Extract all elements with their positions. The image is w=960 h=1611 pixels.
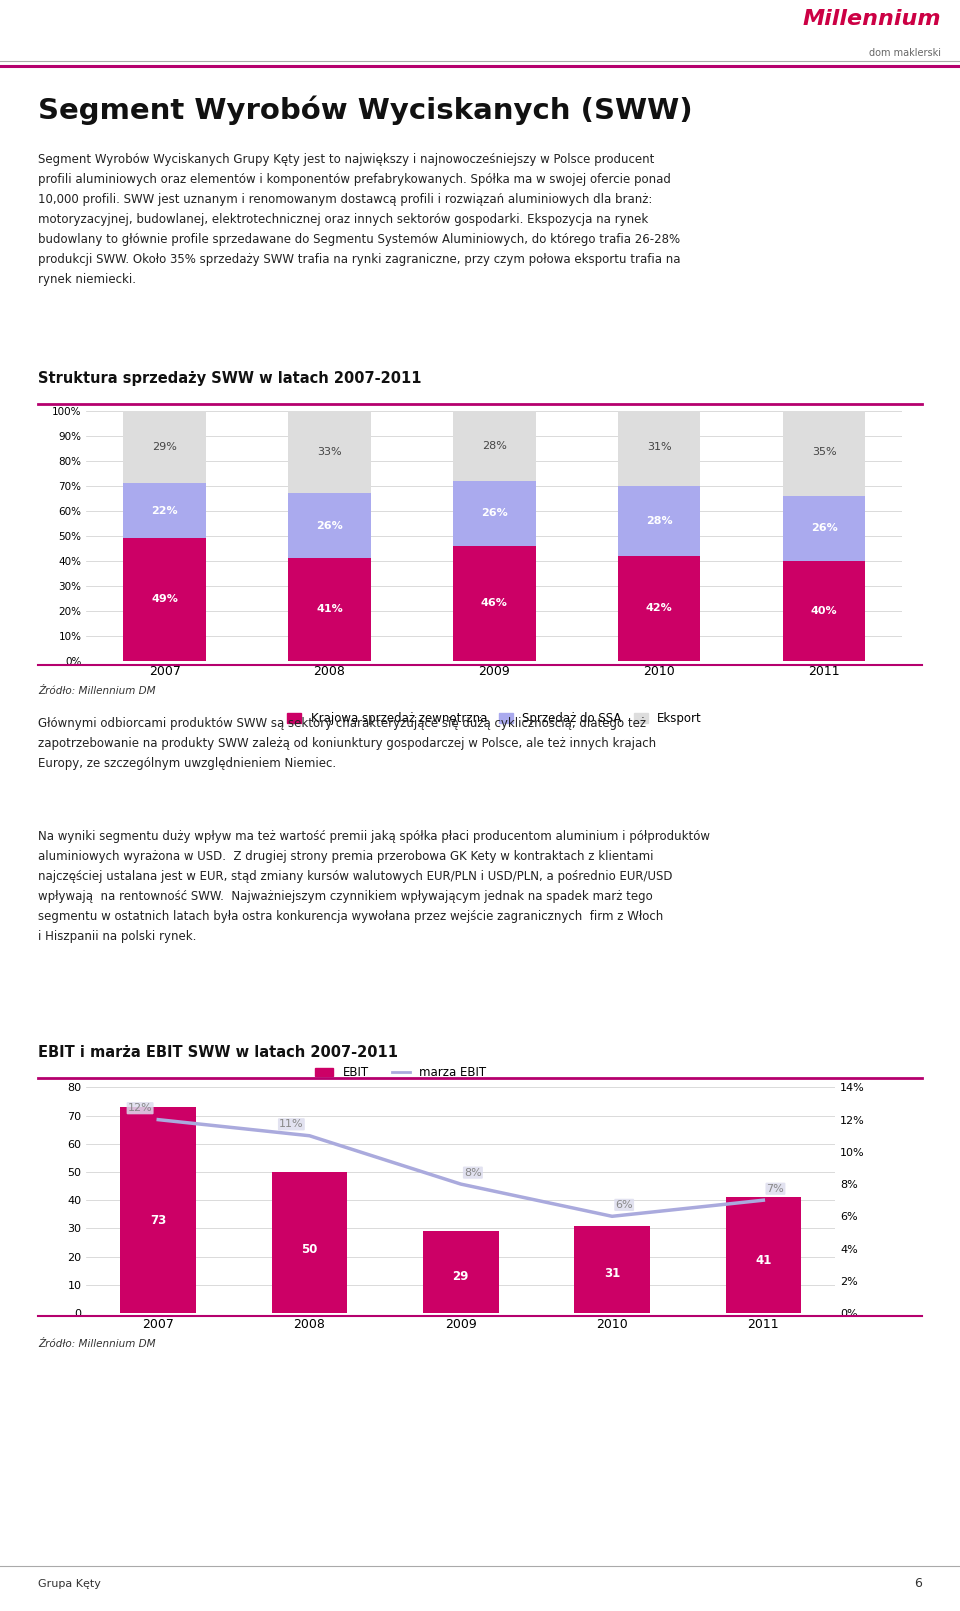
Bar <box>783 408 865 496</box>
Bar <box>783 496 865 561</box>
Bar <box>288 557 371 661</box>
Text: 7%: 7% <box>767 1184 784 1194</box>
Text: 73: 73 <box>150 1213 166 1228</box>
Text: EBIT i marża EBIT SWW w latach 2007-2011: EBIT i marża EBIT SWW w latach 2007-2011 <box>38 1044 398 1060</box>
Text: 26%: 26% <box>316 520 343 530</box>
Bar <box>453 411 536 480</box>
Text: 26%: 26% <box>481 507 508 519</box>
Text: Na wyniki segmentu duży wpływ ma też wartość premii jaką spółka płaci producento: Na wyniki segmentu duży wpływ ma też war… <box>38 830 710 942</box>
Text: 33%: 33% <box>317 446 342 458</box>
Bar <box>726 1197 802 1313</box>
Text: Źródło: Millennium DM: Źródło: Millennium DM <box>38 1339 156 1348</box>
Text: 8%: 8% <box>464 1168 482 1178</box>
Bar <box>618 408 701 487</box>
Text: 46%: 46% <box>481 598 508 607</box>
Text: 42%: 42% <box>646 603 673 614</box>
Bar <box>618 487 701 556</box>
Text: Segment Wyrobów Wyciskanych Grupy Kęty jest to największy i najnowocześniejszy w: Segment Wyrobów Wyciskanych Grupy Kęty j… <box>38 153 681 287</box>
Bar <box>574 1226 650 1313</box>
Legend: Krajowa sprzedaż zewnętrzna, Sprzedaż do SSA, Eksport: Krajowa sprzedaż zewnętrzna, Sprzedaż do… <box>282 707 707 730</box>
Bar <box>288 411 371 493</box>
Text: Segment Wyrobów Wyciskanych (SWW): Segment Wyrobów Wyciskanych (SWW) <box>38 95 693 126</box>
Text: Millennium: Millennium <box>803 10 941 29</box>
Text: Źródło: Millennium DM: Źródło: Millennium DM <box>38 686 156 696</box>
Bar <box>124 483 205 538</box>
Bar <box>124 538 205 661</box>
Text: 49%: 49% <box>152 594 179 604</box>
Text: Głównymi odbiorcami produktów SWW są sektory charakteryzujące się dużą cykliczno: Głównymi odbiorcami produktów SWW są sek… <box>38 717 657 770</box>
Text: Grupa Kęty: Grupa Kęty <box>38 1579 101 1588</box>
Bar <box>124 411 205 483</box>
Bar <box>272 1173 348 1313</box>
Legend: EBIT, marza EBIT: EBIT, marza EBIT <box>311 1062 492 1084</box>
Text: 29: 29 <box>452 1269 469 1282</box>
Text: 12%: 12% <box>128 1104 153 1113</box>
Bar <box>423 1231 498 1313</box>
Text: dom maklerski: dom maklerski <box>869 48 941 58</box>
Text: 11%: 11% <box>279 1120 303 1129</box>
Text: 41: 41 <box>756 1255 772 1268</box>
Text: 26%: 26% <box>811 524 837 533</box>
Text: 6: 6 <box>914 1577 922 1590</box>
Bar <box>120 1107 196 1313</box>
Bar <box>453 480 536 546</box>
Bar <box>288 493 371 557</box>
Text: 6%: 6% <box>615 1200 633 1210</box>
Bar <box>783 561 865 661</box>
Text: 22%: 22% <box>152 506 178 516</box>
Text: 41%: 41% <box>316 604 343 614</box>
Text: Struktura sprzedaży SWW w latach 2007-2011: Struktura sprzedaży SWW w latach 2007-20… <box>38 371 421 387</box>
Text: 31%: 31% <box>647 441 672 453</box>
Bar <box>618 556 701 661</box>
Text: 29%: 29% <box>153 441 178 453</box>
Text: 28%: 28% <box>646 516 673 525</box>
Text: 28%: 28% <box>482 441 507 451</box>
Text: 35%: 35% <box>812 446 836 458</box>
Bar <box>453 546 536 661</box>
Text: 31: 31 <box>604 1268 620 1281</box>
Text: 50: 50 <box>301 1244 318 1257</box>
Text: 40%: 40% <box>811 606 837 615</box>
